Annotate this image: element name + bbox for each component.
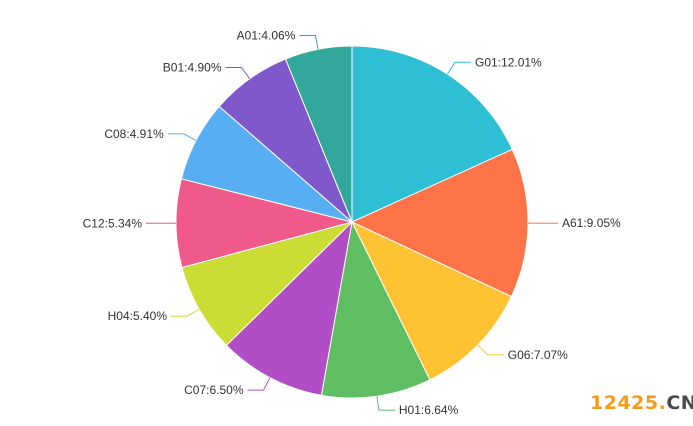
slice-label-c08: C08:4.91% (104, 127, 164, 141)
pie-slice-h04[interactable] (181, 221, 354, 347)
watermark-logo: 12425.CN (590, 392, 693, 414)
slice-label-h01: H01:6.64% (399, 403, 459, 417)
leader-line-g01 (446, 61, 471, 75)
slice-label-a01: A01:4.06% (237, 29, 296, 43)
slice-label-h04: H04:5.40% (108, 309, 168, 323)
leader-line-h04 (171, 308, 200, 317)
leader-line-g06 (477, 344, 504, 356)
pie-slice-a01[interactable] (284, 45, 353, 223)
pie-slice-c12[interactable] (175, 178, 354, 269)
slice-label-a61: A61:9.05% (562, 216, 621, 230)
slice-label-c12: C12:5.34% (83, 216, 143, 230)
leader-line-h01 (376, 396, 395, 411)
slice-label-g06: G06:7.07% (508, 348, 568, 362)
leader-line-a01 (299, 35, 319, 50)
pie-labels: G01:12.01% A61:9.05% G06:7.07% H01:6.64% C07… (83, 29, 621, 418)
pie-slice-a61[interactable] (350, 148, 529, 298)
pie-slices (175, 45, 529, 399)
watermark-number: 12425 (590, 392, 659, 414)
slice-label-c07: C07:6.50% (184, 383, 244, 397)
leader-line-c07 (247, 377, 271, 391)
pie-slice-h01[interactable] (320, 220, 431, 399)
watermark-suffix: CN (666, 392, 693, 414)
leader-line-c08 (167, 133, 197, 141)
watermark-dot: . (658, 392, 667, 414)
leader-line-b01 (225, 67, 251, 80)
pie-slice-g06[interactable] (350, 220, 513, 381)
slice-label-g01: G01:12.01% (475, 55, 542, 69)
pie-slice-g01[interactable] (351, 45, 513, 223)
slice-label-b01: B01:4.90% (163, 61, 222, 75)
